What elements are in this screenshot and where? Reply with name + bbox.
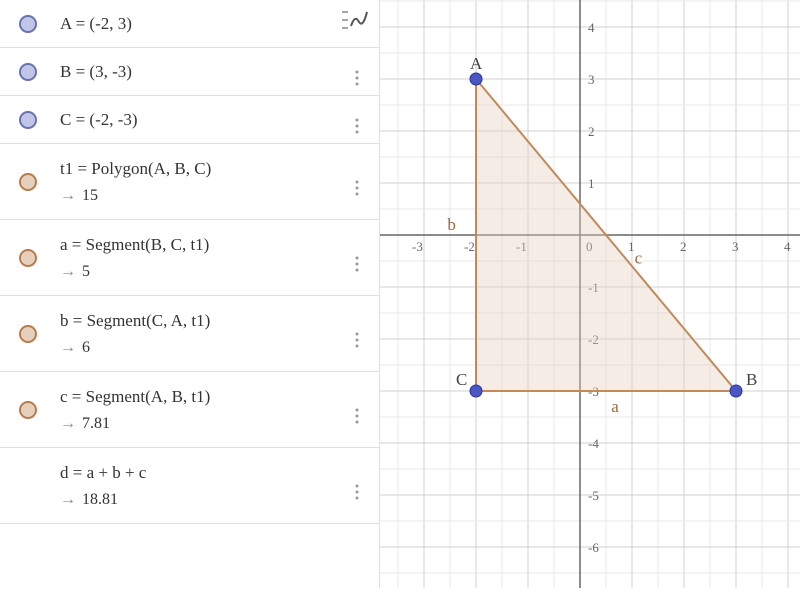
svg-text:c: c [635, 249, 643, 268]
result-arrow-icon: → [60, 263, 76, 280]
more-icon[interactable] [355, 118, 359, 134]
svg-text:4: 4 [588, 20, 595, 35]
result-arrow-icon: → [60, 415, 76, 432]
svg-text:A: A [470, 54, 483, 73]
svg-text:2: 2 [680, 239, 687, 254]
expr-text: a = Segment(B, C, t1) [60, 235, 209, 255]
poly-marker-icon[interactable] [19, 325, 37, 343]
more-icon[interactable] [355, 256, 359, 272]
point-marker-icon[interactable] [19, 15, 37, 33]
object-row-C[interactable]: C = (-2, -3) [0, 96, 379, 144]
more-icon[interactable] [355, 408, 359, 424]
svg-text:C: C [456, 370, 467, 389]
svg-text:4: 4 [784, 239, 791, 254]
svg-text:2: 2 [588, 124, 595, 139]
object-row-c[interactable]: c = Segment(A, B, t1) → 7.81 [0, 372, 379, 448]
result-text: 18.81 [82, 491, 118, 508]
result-arrow-icon: → [60, 187, 76, 204]
expr-text: t1 = Polygon(A, B, C) [60, 159, 211, 179]
poly-marker-icon[interactable] [19, 401, 37, 419]
svg-text:-5: -5 [588, 488, 599, 503]
chart-toggle-icon[interactable] [341, 10, 369, 30]
more-icon[interactable] [355, 484, 359, 500]
expr-text: C = (-2, -3) [60, 110, 138, 130]
point-marker-icon[interactable] [19, 111, 37, 129]
svg-text:3: 3 [732, 239, 739, 254]
svg-text:3: 3 [588, 72, 595, 87]
more-icon[interactable] [355, 332, 359, 348]
object-row-b[interactable]: b = Segment(C, A, t1) → 6 [0, 296, 379, 372]
object-row-d[interactable]: d = a + b + c → 18.81 [0, 448, 379, 524]
svg-text:B: B [746, 370, 757, 389]
result-text: 6 [82, 339, 90, 356]
svg-text:1: 1 [628, 239, 635, 254]
graph-view[interactable]: -3-2-1012344321-1-2-3-4-5-6abcABC [380, 0, 800, 588]
graph-svg[interactable]: -3-2-1012344321-1-2-3-4-5-6abcABC [380, 0, 800, 588]
algebra-panel: A = (-2, 3) B = (3, -3) C = (-2, -3) t1 … [0, 0, 380, 588]
object-row-A[interactable]: A = (-2, 3) [0, 0, 379, 48]
expr-text: d = a + b + c [60, 463, 146, 483]
svg-text:a: a [611, 397, 619, 416]
expr-text: c = Segment(A, B, t1) [60, 387, 210, 407]
result-text: 7.81 [82, 415, 110, 432]
svg-text:-4: -4 [588, 436, 599, 451]
expr-text: b = Segment(C, A, t1) [60, 311, 210, 331]
poly-marker-icon[interactable] [19, 173, 37, 191]
svg-text:-6: -6 [588, 540, 599, 555]
result-text: 5 [82, 263, 90, 280]
result-arrow-icon: → [60, 491, 76, 508]
point-marker-icon[interactable] [19, 63, 37, 81]
svg-text:-3: -3 [412, 239, 423, 254]
poly-marker-icon[interactable] [19, 249, 37, 267]
more-icon[interactable] [355, 70, 359, 86]
object-row-t1[interactable]: t1 = Polygon(A, B, C) → 15 [0, 144, 379, 220]
result-text: 15 [82, 187, 98, 204]
svg-text:-2: -2 [464, 239, 475, 254]
expr-text: B = (3, -3) [60, 62, 132, 82]
svg-text:b: b [447, 215, 456, 234]
expr-text: A = (-2, 3) [60, 14, 132, 34]
more-icon[interactable] [355, 180, 359, 196]
svg-text:1: 1 [588, 176, 595, 191]
result-arrow-icon: → [60, 339, 76, 356]
object-row-a[interactable]: a = Segment(B, C, t1) → 5 [0, 220, 379, 296]
object-row-B[interactable]: B = (3, -3) [0, 48, 379, 96]
